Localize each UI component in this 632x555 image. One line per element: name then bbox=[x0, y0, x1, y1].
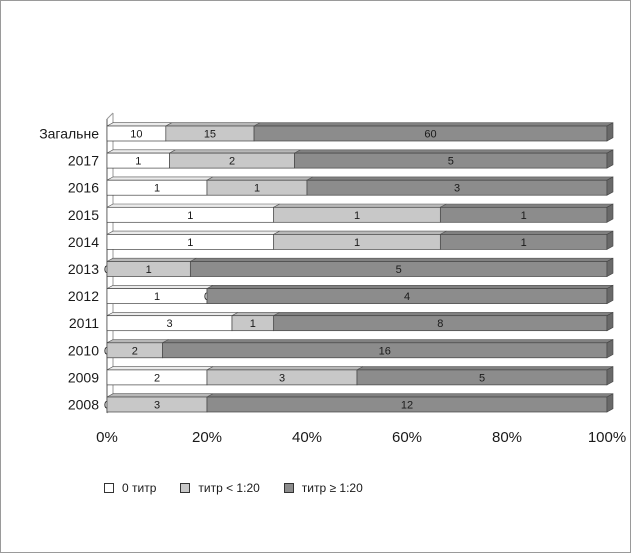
bar-segment-top bbox=[162, 339, 614, 344]
axis-wall-top-edge bbox=[106, 112, 114, 120]
bar-end-face bbox=[606, 149, 614, 169]
data-label: 1 bbox=[187, 210, 193, 222]
data-label: 1 bbox=[154, 183, 160, 195]
data-label: 1 bbox=[154, 291, 160, 303]
bar-segment-top bbox=[106, 366, 214, 371]
legend-label: титр ≥ 1:20 bbox=[301, 481, 363, 495]
bar-segment-top bbox=[206, 284, 614, 289]
data-label: 60 bbox=[424, 129, 436, 141]
bar-segment-top bbox=[106, 230, 280, 235]
category-label: 2012 bbox=[68, 288, 99, 304]
bar-segment-top bbox=[440, 230, 614, 235]
bar-segment-top bbox=[169, 149, 301, 154]
bar-segment-top bbox=[206, 366, 364, 371]
bar-segment-top bbox=[306, 176, 614, 181]
bar-segment-top bbox=[206, 176, 314, 181]
bar-segment-top bbox=[231, 312, 280, 317]
data-label: 3 bbox=[166, 318, 172, 330]
data-label: 12 bbox=[401, 400, 413, 412]
bar-segment-top bbox=[273, 230, 447, 235]
legend-swatch bbox=[283, 483, 294, 493]
bar-segment-top bbox=[273, 312, 614, 317]
bar-segment-top bbox=[165, 122, 261, 127]
data-label: 1 bbox=[146, 264, 152, 276]
data-label: 2 bbox=[154, 372, 160, 384]
x-tick-label: 0% bbox=[96, 429, 118, 446]
x-tick-label: 100% bbox=[588, 429, 626, 446]
data-label: 1 bbox=[521, 237, 527, 249]
legend-swatch bbox=[104, 483, 114, 493]
category-label: 2015 bbox=[68, 207, 99, 223]
data-label: 4 bbox=[404, 291, 410, 303]
bar-segment-top bbox=[206, 393, 614, 398]
data-label: 5 bbox=[396, 264, 402, 276]
category-label: 2010 bbox=[68, 342, 99, 358]
bar-segment-top bbox=[106, 203, 280, 208]
bar-segment-top bbox=[440, 203, 614, 208]
bar-segment-top bbox=[106, 339, 169, 344]
bar-segment-top bbox=[106, 393, 214, 398]
data-label: 1 bbox=[354, 210, 360, 222]
bar-end-face bbox=[606, 338, 614, 359]
bar-end-face bbox=[606, 311, 614, 332]
bar-end-face bbox=[606, 176, 614, 196]
category-label: 2013 bbox=[68, 261, 99, 277]
category-label: 2008 bbox=[68, 397, 99, 413]
bar-end-face bbox=[606, 203, 614, 223]
category-label: 2017 bbox=[68, 153, 99, 169]
bar-end-face bbox=[606, 366, 614, 386]
category-label: 2016 bbox=[68, 180, 99, 196]
data-label: 3 bbox=[154, 400, 160, 412]
data-label: 3 bbox=[454, 183, 460, 195]
category-label: Загальне bbox=[39, 126, 99, 142]
bar-segment-top bbox=[106, 284, 214, 289]
data-label: 8 bbox=[437, 318, 443, 330]
data-label: 3 bbox=[279, 372, 285, 384]
chart-legend: 0 титр титр < 1:20 титр ≥ 1:20 bbox=[104, 481, 363, 495]
data-label: 2 bbox=[229, 156, 235, 168]
legend-swatch bbox=[180, 483, 191, 493]
bar-end-face bbox=[606, 230, 614, 250]
x-tick-label: 80% bbox=[492, 429, 522, 446]
bar-segment-top bbox=[190, 257, 614, 262]
bar-segment-top bbox=[106, 176, 214, 181]
bar-end-face bbox=[606, 257, 614, 278]
legend-item: титр < 1:20 bbox=[180, 481, 260, 495]
data-label: 10 bbox=[130, 129, 142, 141]
category-label: 2014 bbox=[68, 234, 99, 250]
data-label: 2 bbox=[132, 345, 138, 357]
data-label: 1 bbox=[187, 237, 193, 249]
x-tick-label: 60% bbox=[392, 429, 422, 446]
bar-end-face bbox=[606, 284, 614, 305]
bar-segment-top bbox=[106, 122, 172, 127]
data-label: 1 bbox=[254, 183, 260, 195]
legend-item: титр ≥ 1:20 bbox=[283, 481, 363, 495]
bar-segment-top bbox=[356, 366, 614, 371]
bar-segment-top bbox=[294, 149, 614, 154]
legend-label: 0 титр bbox=[122, 481, 157, 495]
data-label: 1 bbox=[521, 210, 527, 222]
data-label: 16 bbox=[379, 345, 391, 357]
bar-segment-top bbox=[106, 312, 239, 317]
data-label: 1 bbox=[250, 318, 256, 330]
bar-end-face bbox=[606, 122, 614, 142]
data-label: 5 bbox=[448, 156, 454, 168]
bar-segment-top bbox=[253, 122, 614, 127]
x-tick-label: 40% bbox=[292, 429, 322, 446]
x-tick-label: 20% bbox=[192, 429, 222, 446]
bar-segment-top bbox=[106, 257, 197, 262]
bar-end-face bbox=[606, 393, 614, 413]
bar-segment-top bbox=[273, 203, 447, 208]
category-label: 2009 bbox=[68, 369, 99, 385]
data-label: 15 bbox=[204, 129, 216, 141]
data-label: 1 bbox=[354, 237, 360, 249]
data-label: 5 bbox=[479, 372, 485, 384]
category-label: 2011 bbox=[69, 315, 99, 331]
legend-label: титр < 1:20 bbox=[198, 481, 260, 495]
legend-item: 0 титр bbox=[104, 481, 156, 495]
bar-segment-top bbox=[106, 149, 176, 154]
data-label: 1 bbox=[135, 156, 141, 168]
